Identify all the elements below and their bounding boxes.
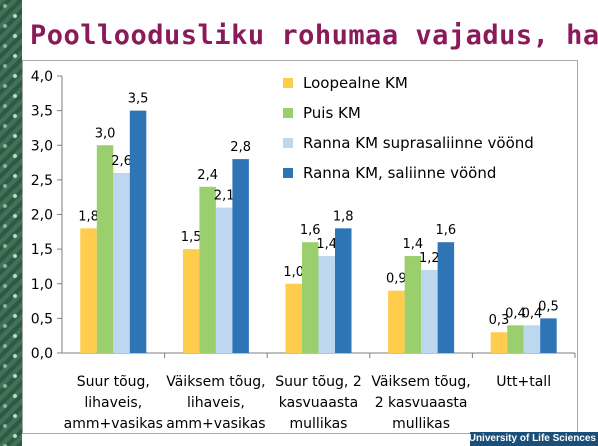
bar bbox=[507, 325, 524, 353]
slide-title: Poolloodusliku rohumaa vajadus, ha bbox=[30, 20, 598, 51]
bar-value-label: 1,0 bbox=[283, 265, 304, 280]
bar-value-label: 3,5 bbox=[128, 92, 149, 107]
bar bbox=[215, 207, 233, 353]
legend-swatch bbox=[283, 138, 293, 148]
bar bbox=[421, 269, 438, 353]
x-category-label: Väiksem tõug, bbox=[371, 374, 470, 390]
bar bbox=[285, 283, 302, 353]
university-logo: EMÜ Estonian University of Life Sciences bbox=[470, 432, 598, 446]
x-category-label: kasvuaasta bbox=[279, 395, 358, 411]
x-category-label: amm+vasikas bbox=[166, 416, 265, 432]
x-category-label: Utt+tall bbox=[496, 374, 551, 390]
bar bbox=[318, 256, 335, 353]
y-tick-label: 2,0 bbox=[31, 208, 53, 224]
bar-value-label: 0,5 bbox=[538, 299, 559, 314]
y-tick-label: 0,5 bbox=[31, 311, 53, 327]
bar bbox=[523, 325, 541, 353]
y-tick-label: 3,5 bbox=[31, 104, 53, 120]
bar-value-label: 1,8 bbox=[78, 209, 99, 224]
decorative-side-strip bbox=[0, 0, 22, 446]
bar-value-label: 1,6 bbox=[300, 223, 321, 238]
bar-value-label: 1,5 bbox=[181, 230, 202, 245]
legend-label: Ranna KM, saliinne vöönd bbox=[303, 164, 496, 182]
bar bbox=[113, 172, 130, 353]
bar-value-label: 3,0 bbox=[95, 126, 116, 141]
y-tick-label: 2,5 bbox=[31, 173, 53, 189]
bar bbox=[302, 242, 319, 353]
bar bbox=[80, 228, 97, 353]
legend-label: Loopealne KM bbox=[303, 74, 408, 92]
bar-value-label: 1,6 bbox=[436, 223, 457, 238]
x-category-label: 2 kasvuaasta bbox=[375, 395, 468, 411]
bar-value-label: 0,9 bbox=[386, 272, 407, 287]
bar bbox=[404, 256, 422, 353]
bar bbox=[540, 318, 557, 353]
bar bbox=[232, 159, 249, 353]
x-category-label: mullikas bbox=[392, 416, 450, 432]
bar bbox=[182, 249, 200, 353]
x-category-label: lihaveis, bbox=[187, 395, 245, 411]
bar-value-label: 0,4 bbox=[522, 306, 543, 321]
x-category-label: Suur tõug, 2 bbox=[275, 374, 361, 390]
bar-value-label: 1,4 bbox=[316, 237, 337, 252]
bar-value-label: 2,6 bbox=[111, 154, 132, 169]
x-category-label: mullikas bbox=[290, 416, 348, 432]
bar-value-label: 1,8 bbox=[333, 209, 354, 224]
bar bbox=[437, 242, 455, 353]
bar-value-label: 0,4 bbox=[505, 306, 526, 321]
bar-value-label: 1,2 bbox=[419, 251, 440, 266]
x-category-label: Suur tõug, bbox=[77, 374, 150, 390]
y-tick-label: 0,0 bbox=[31, 346, 53, 362]
legend-swatch bbox=[283, 168, 293, 178]
y-tick-label: 4,0 bbox=[31, 69, 53, 85]
x-category-label: Väiksem tõug, bbox=[166, 374, 265, 390]
legend-swatch bbox=[283, 78, 293, 88]
bar bbox=[388, 290, 405, 353]
bar-value-label: 2,8 bbox=[230, 140, 251, 155]
x-category-label: lihaveis, bbox=[84, 395, 142, 411]
legend-label: Ranna KM suprasaliinne vöönd bbox=[303, 134, 534, 152]
x-category-label: amm+vasikas bbox=[64, 416, 163, 432]
bar bbox=[199, 186, 216, 353]
bar bbox=[490, 332, 508, 353]
legend-label: Puis KM bbox=[303, 104, 361, 122]
legend-swatch bbox=[283, 108, 293, 118]
bar-value-label: 1,4 bbox=[403, 237, 424, 252]
y-tick-label: 1,5 bbox=[31, 242, 53, 258]
y-tick-label: 1,0 bbox=[31, 277, 53, 293]
bar bbox=[129, 110, 147, 353]
bar bbox=[335, 228, 352, 353]
bar bbox=[96, 145, 114, 353]
bar-value-label: 2,1 bbox=[214, 189, 235, 204]
bar-value-label: 2,4 bbox=[197, 168, 218, 183]
y-tick-label: 3,0 bbox=[31, 138, 53, 154]
bar-value-label: 0,3 bbox=[489, 313, 510, 328]
